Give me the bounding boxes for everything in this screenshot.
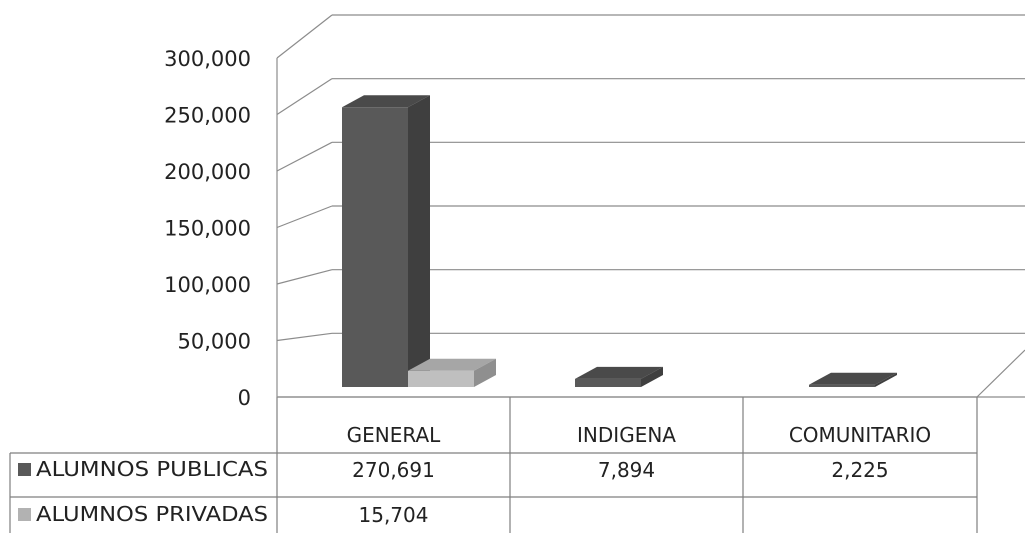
bar-indigena-publicas-side <box>641 366 663 387</box>
grid-layer <box>276 14 1025 398</box>
bar-indigena-publicas-front <box>575 378 641 387</box>
bar-general-publicas-front <box>342 107 408 388</box>
bar-general-publicas-top <box>342 95 430 108</box>
bar-comunitario-publicas-front <box>809 384 875 387</box>
bar-general-publicas <box>342 95 430 388</box>
gridline-side <box>276 205 333 229</box>
data-label: 15,704 <box>359 503 429 527</box>
y-tick-label: 50,000 <box>178 330 251 354</box>
bar-comunitario-publicas <box>809 372 897 387</box>
legend-series-name: ALUMNOS PRIVADAS <box>36 502 268 526</box>
legend-swatch <box>18 508 31 521</box>
y-tick-label: 300,000 <box>164 47 251 71</box>
gridline-side <box>276 332 333 342</box>
legend-swatch <box>18 463 31 476</box>
y-tick-label: 150,000 <box>164 217 251 241</box>
x-category-label: COMUNITARIO <box>789 423 931 447</box>
y-tick-label: 200,000 <box>164 160 251 184</box>
bar-general-privadas-top <box>408 358 496 371</box>
bar-general-privadas-front <box>408 370 474 387</box>
y-tick-label: 100,000 <box>164 273 251 297</box>
x-category-label: GENERAL <box>347 423 442 447</box>
gridline-side <box>276 14 333 59</box>
bar-indigena-publicas <box>575 366 663 387</box>
gridline-side <box>276 141 333 172</box>
bar-comunitario-publicas-top <box>809 372 897 385</box>
gridline-side <box>276 269 333 285</box>
data-label: 2,225 <box>831 458 888 482</box>
y-axis: 0 50,000 100,000 150,000 200,000 250,000 300,0… <box>164 47 251 410</box>
bar-general-publicas-side <box>408 95 430 388</box>
gridline-side <box>276 78 333 116</box>
bar-general-privadas <box>408 358 496 387</box>
bar-general-privadas-side <box>474 358 496 387</box>
data-table: GENERAL INDIGENA COMUNITARIO ALUMNOS PUBLIC… <box>9 397 978 533</box>
legend-series-name: ALUMNOS PUBLICAS <box>36 457 268 481</box>
floor-right-edge <box>976 349 1025 398</box>
y-tick-label: 250,000 <box>164 104 251 128</box>
data-label: 7,894 <box>598 458 655 482</box>
bar-comunitario-publicas-side <box>875 372 897 387</box>
y-tick-label: 0 <box>238 386 251 410</box>
x-category-label: INDIGENA <box>577 423 676 447</box>
bar-indigena-publicas-top <box>575 366 663 379</box>
bars-layer <box>342 95 897 388</box>
data-label: 270,691 <box>352 458 435 482</box>
